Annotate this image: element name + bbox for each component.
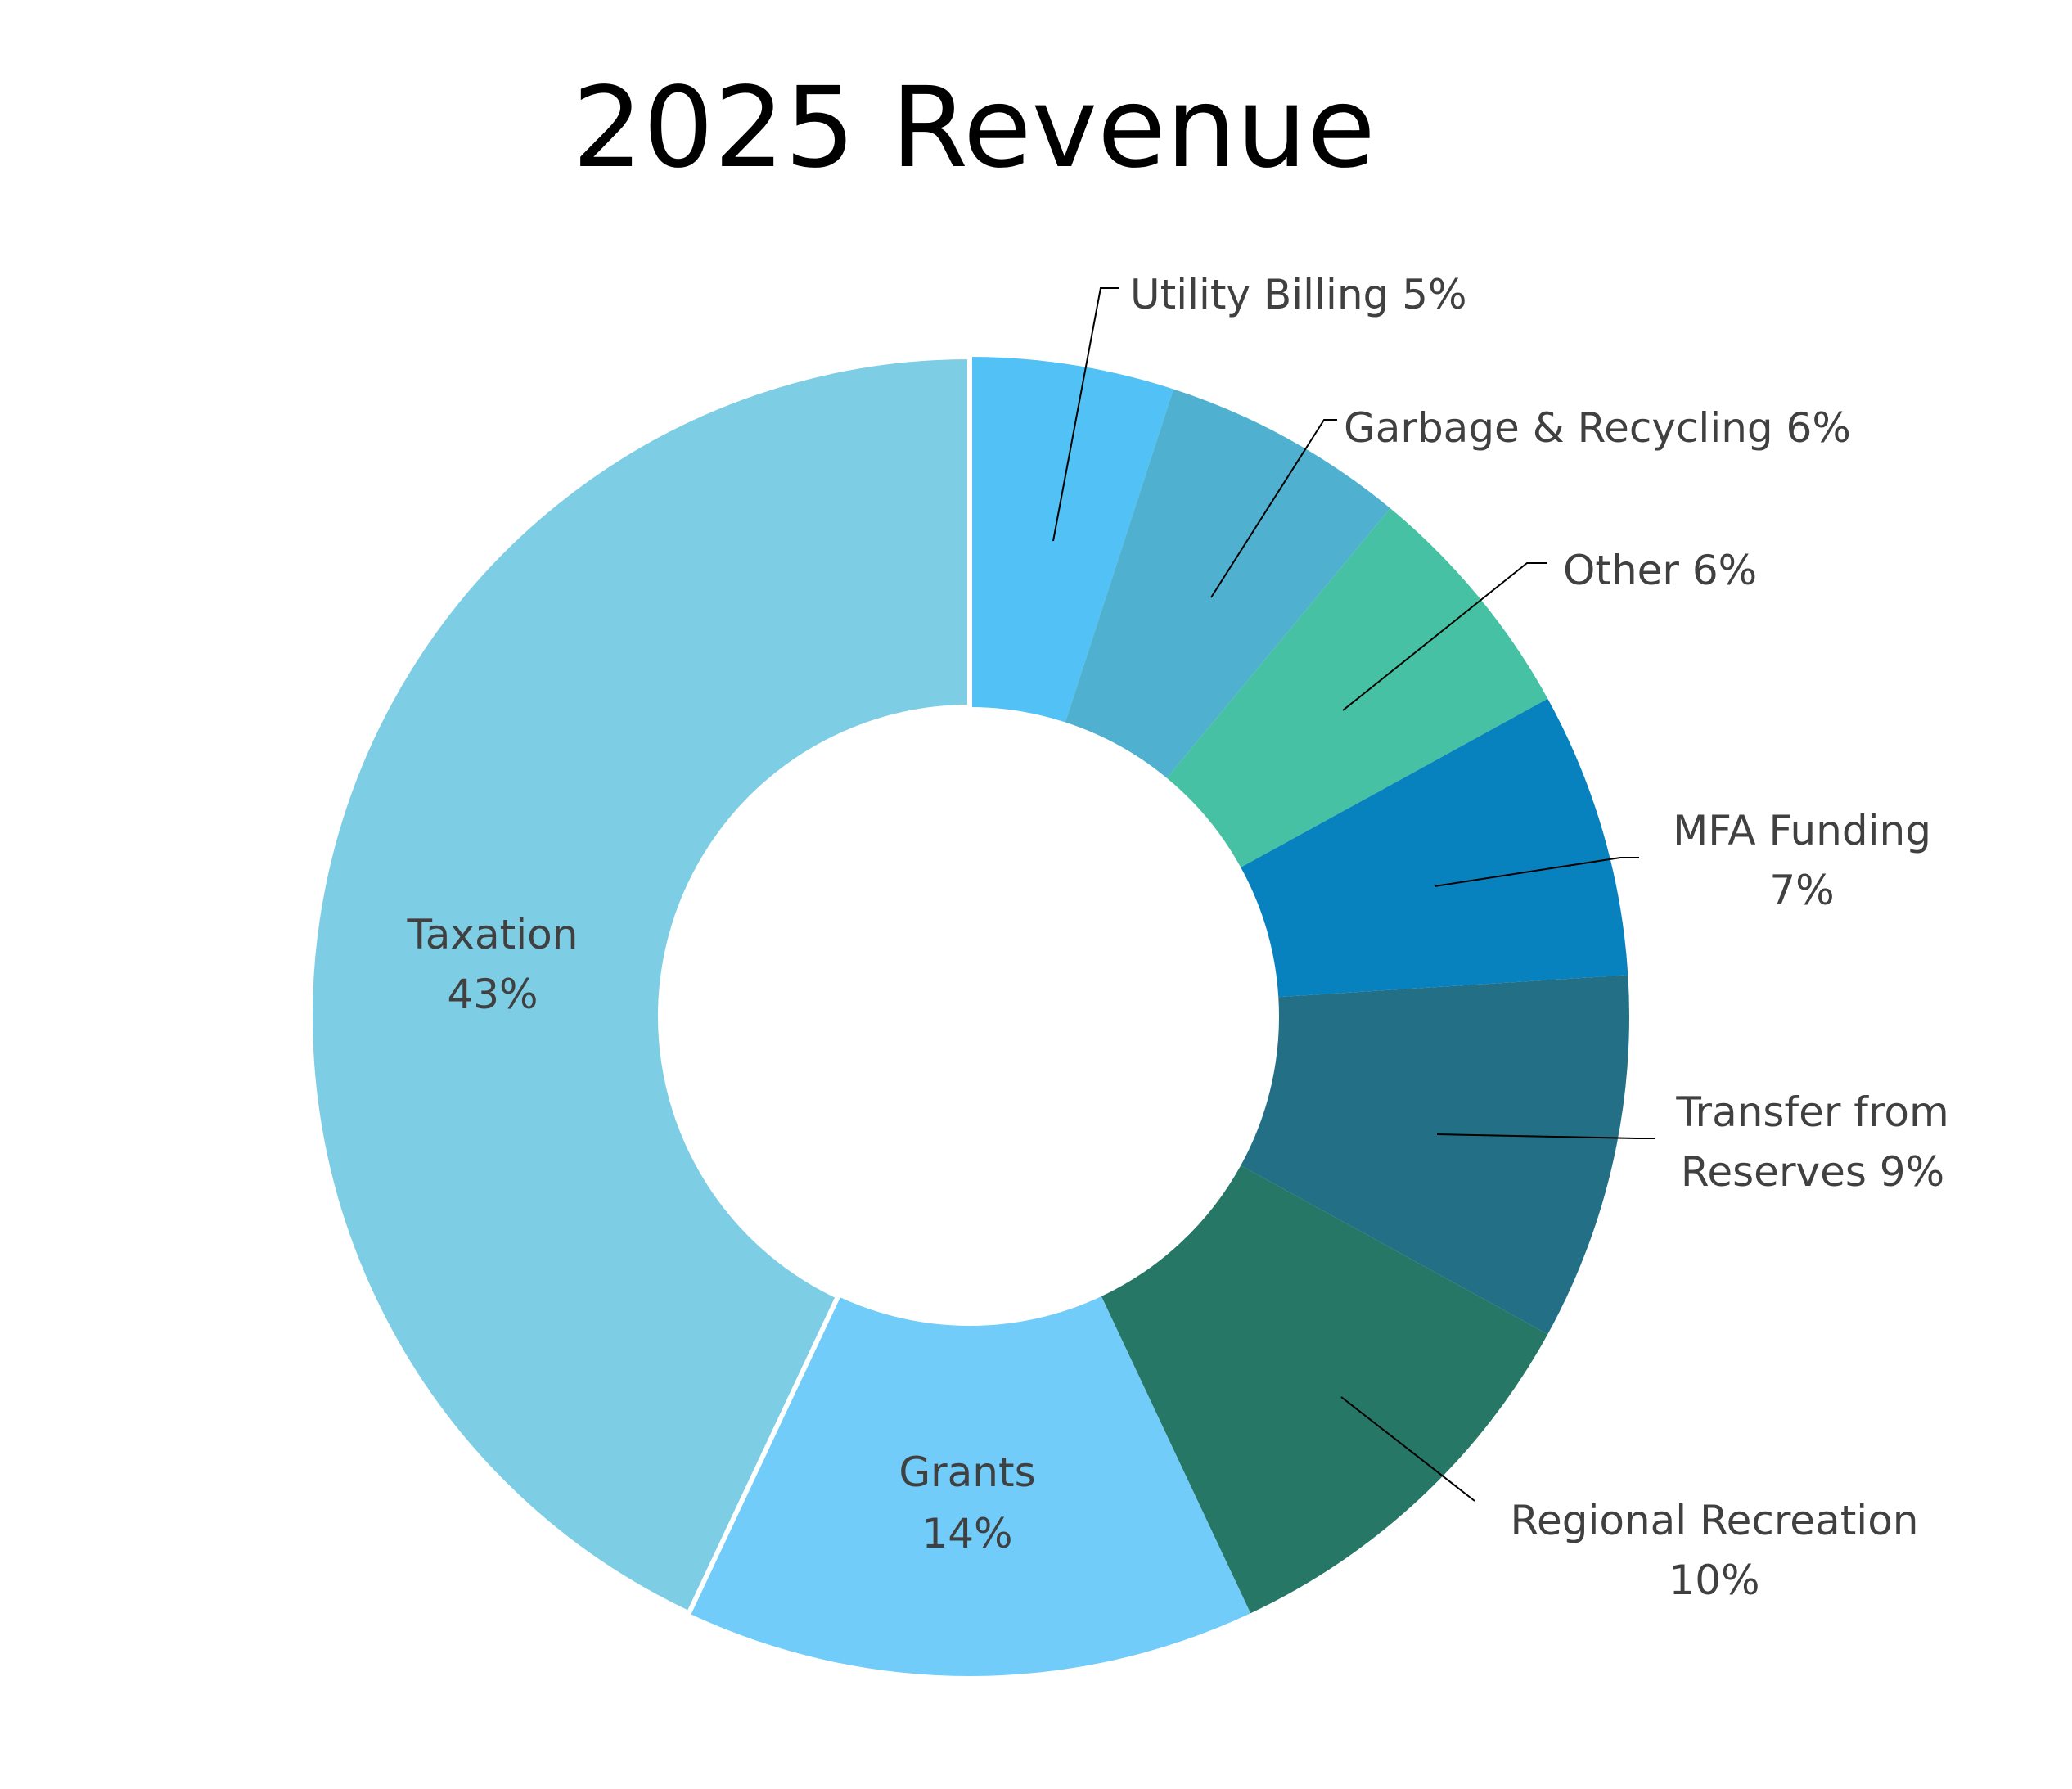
- leader-line-other: [1342, 562, 1547, 711]
- data-label-transfer-from-reserves: Reserves 9%: [1681, 1148, 1944, 1196]
- data-label-grants: 14%: [921, 1510, 1012, 1557]
- data-label-taxation: 43%: [447, 971, 538, 1018]
- leader-line-utility-billing: [1052, 287, 1119, 542]
- slice-grants: [688, 1296, 1251, 1676]
- data-label-mfa-funding: MFA Funding: [1673, 807, 1931, 854]
- data-label-utility-billing: Utility Billing 5%: [1130, 271, 1466, 318]
- data-label-transfer-from-reserves: Transfer from: [1675, 1088, 1948, 1136]
- leader-line-garbage-recycling: [1210, 419, 1337, 598]
- data-label-taxation: Taxation: [407, 911, 579, 958]
- data-label-mfa-funding: 7%: [1769, 867, 1834, 914]
- data-label-regional-recreation: Regional Recreation: [1511, 1497, 1919, 1544]
- slice-transfer-from-reserves: [1241, 975, 1629, 1335]
- leader-line-transfer-from-reserves: [1436, 1133, 1655, 1139]
- slice-utility-billing: [970, 357, 1174, 723]
- slice-other: [1166, 507, 1548, 867]
- slice-taxation: [308, 354, 972, 1617]
- data-label-grants: Grants: [899, 1449, 1035, 1496]
- leader-line-regional-recreation: [1340, 1396, 1475, 1502]
- slice-regional-recreation: [1101, 1165, 1548, 1614]
- data-label-garbage-recycling: Garbage & Recycling 6%: [1344, 404, 1851, 452]
- leader-line-mfa-funding: [1434, 857, 1639, 887]
- chart-title: 2025 Revenue: [572, 64, 1376, 193]
- slice-garbage-recycling: [1065, 389, 1390, 778]
- data-label-other: Other 6%: [1563, 547, 1757, 594]
- data-label-regional-recreation: 10%: [1669, 1557, 1759, 1604]
- slice-mfa-funding: [1241, 698, 1628, 998]
